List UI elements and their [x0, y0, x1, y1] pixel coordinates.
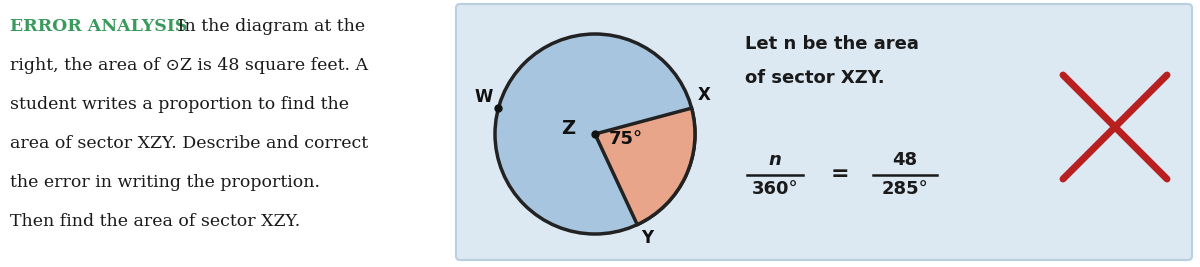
Text: Y: Y	[641, 229, 653, 247]
FancyBboxPatch shape	[456, 4, 1192, 260]
Text: W: W	[474, 88, 492, 106]
Text: 285°: 285°	[882, 180, 929, 198]
Text: the error in writing the proportion.: the error in writing the proportion.	[10, 174, 320, 191]
Text: right, the area of ⊙Z is 48 square feet. A: right, the area of ⊙Z is 48 square feet.…	[10, 57, 368, 74]
Text: student writes a proportion to find the: student writes a proportion to find the	[10, 96, 349, 113]
Text: =: =	[830, 164, 850, 184]
Text: In the diagram at the: In the diagram at the	[172, 18, 365, 35]
Text: n: n	[768, 151, 781, 169]
Text: 360°: 360°	[751, 180, 798, 198]
Text: ERROR ANALYSIS: ERROR ANALYSIS	[10, 18, 187, 35]
Wedge shape	[595, 108, 695, 225]
Text: Then find the area of sector ​XZY.: Then find the area of sector ​XZY.	[10, 213, 300, 230]
Text: of sector XZY.: of sector XZY.	[745, 69, 884, 87]
Circle shape	[496, 34, 695, 234]
Text: 48: 48	[893, 151, 918, 169]
Text: 75°: 75°	[610, 130, 643, 148]
Text: X: X	[697, 86, 710, 104]
Text: Let n be the area: Let n be the area	[745, 35, 919, 53]
Text: Z: Z	[560, 120, 575, 139]
Text: area of sector ​XZY. ​Describe and correct: area of sector ​XZY. ​Describe and corre…	[10, 135, 368, 152]
